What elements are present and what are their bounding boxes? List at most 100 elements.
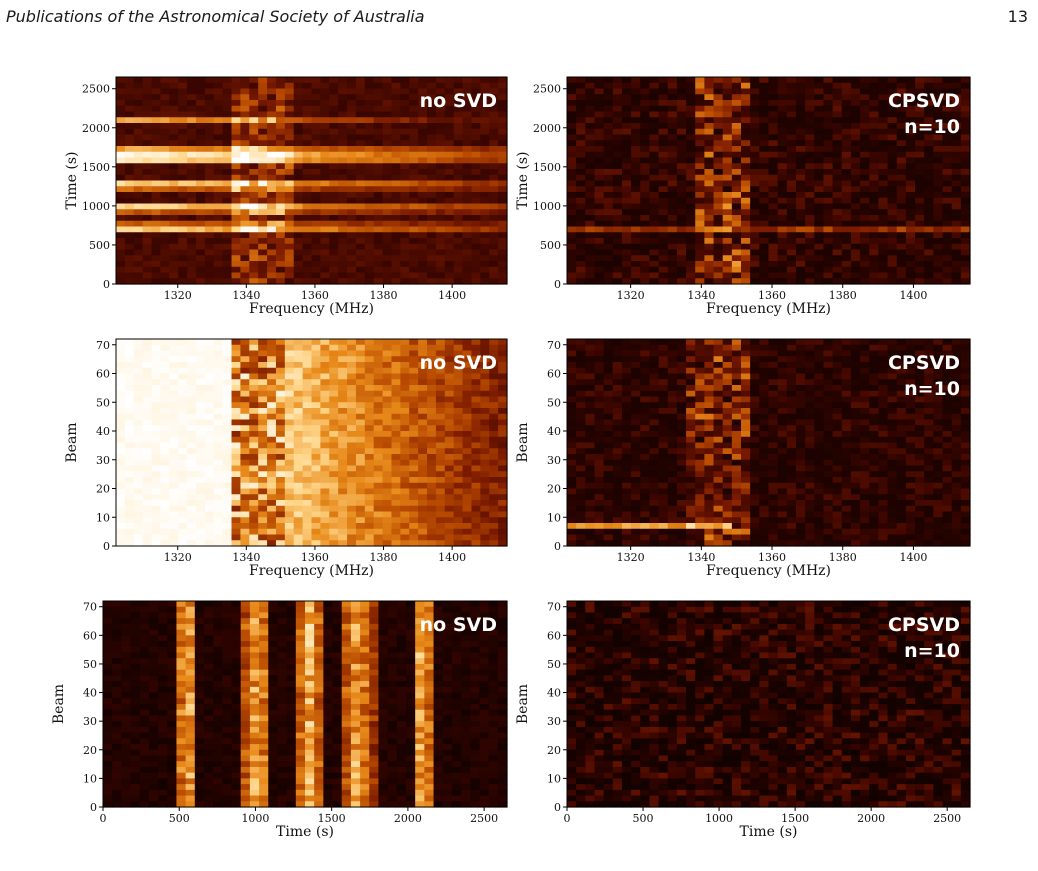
x-axis-label: Frequency (MHz): [706, 301, 831, 317]
heatmap-cell: [567, 488, 577, 495]
heatmap-cell: [311, 425, 321, 432]
heatmap-cell: [142, 494, 153, 501]
heatmap-cell: [400, 186, 410, 193]
heatmap-cell: [116, 471, 126, 478]
heatmap-cell: [841, 180, 852, 187]
heatmap-cell: [731, 203, 742, 210]
heatmap-cell: [124, 123, 135, 130]
heatmap-cell: [924, 238, 934, 245]
heatmap-cell: [169, 272, 179, 279]
heatmap-cell: [594, 266, 605, 274]
heatmap-cell: [169, 523, 179, 530]
heatmap-cell: [267, 385, 277, 392]
heatmap-cell: [924, 140, 934, 147]
heatmap-cell: [768, 140, 779, 147]
heatmap-cell: [567, 500, 577, 507]
heatmap-cell: [382, 105, 393, 113]
heatmap-cell: [116, 408, 126, 415]
heatmap-cell: [480, 339, 490, 346]
heatmap-cell: [329, 482, 339, 490]
heatmap-cell: [195, 123, 206, 130]
heatmap-cell: [347, 344, 357, 352]
heatmap-cell: [355, 402, 366, 409]
heatmap-cell: [400, 174, 410, 182]
heatmap-cell: [444, 523, 455, 530]
heatmap-cell: [187, 477, 197, 484]
heatmap-cell: [347, 448, 357, 455]
heatmap-cell: [267, 255, 277, 262]
heatmap-cell: [302, 157, 313, 164]
heatmap-cell: [621, 157, 632, 164]
heatmap-cell: [905, 77, 916, 84]
heatmap-cell: [240, 367, 250, 375]
heatmap-cell: [860, 88, 870, 95]
heatmap-cell: [382, 373, 393, 380]
heatmap-cell: [498, 243, 508, 251]
heatmap-cell: [960, 226, 971, 233]
heatmap-cell: [594, 163, 605, 170]
heatmap-cell: [786, 197, 797, 205]
heatmap-cell: [713, 140, 724, 147]
heatmap-cell: [444, 465, 455, 472]
heatmap-cell: [240, 232, 250, 239]
heatmap-cell: [603, 105, 614, 113]
heatmap-cell: [195, 261, 206, 268]
heatmap-cell: [860, 220, 870, 228]
heatmap-cell: [471, 540, 481, 547]
heatmap-cell: [355, 180, 366, 187]
heatmap-cell: [373, 209, 384, 216]
heatmap-cell: [240, 169, 250, 176]
heatmap-cell: [676, 186, 687, 193]
heatmap-cell: [391, 465, 401, 472]
heatmap-cell: [621, 105, 632, 113]
heatmap-cell: [686, 197, 696, 205]
heatmap-cell: [124, 505, 135, 513]
heatmap-cell: [942, 111, 953, 118]
heatmap-cell: [133, 373, 144, 380]
heatmap-cell: [658, 157, 669, 164]
heatmap-cell: [786, 180, 797, 187]
heatmap-cell: [258, 482, 268, 490]
heatmap-cell: [695, 186, 705, 193]
heatmap-cell: [489, 528, 499, 536]
heatmap-cell: [444, 266, 455, 274]
heatmap-cell: [704, 215, 715, 222]
heatmap-cell: [169, 278, 179, 285]
heatmap-cell: [258, 528, 268, 536]
heatmap-cell: [841, 220, 852, 228]
heatmap-cell: [133, 169, 144, 176]
heatmap-cell: [585, 528, 596, 536]
heatmap-cell: [480, 454, 490, 461]
x-axis-label: Frequency (MHz): [249, 301, 374, 317]
heatmap-cell: [178, 128, 188, 136]
heatmap-cell: [640, 174, 651, 182]
heatmap-cell: [741, 249, 751, 256]
heatmap-cell: [142, 266, 153, 274]
heatmap-cell: [462, 425, 473, 432]
heatmap-cell: [382, 471, 393, 478]
heatmap-cell: [427, 197, 437, 205]
heatmap-cell: [480, 123, 490, 130]
heatmap-cell: [275, 77, 286, 84]
heatmap-cell: [347, 203, 357, 210]
heatmap-cell: [805, 261, 815, 268]
heatmap-cell: [338, 367, 348, 375]
heatmap-cell: [805, 232, 815, 239]
heatmap-cell: [841, 151, 852, 159]
heatmap-cell: [284, 344, 295, 352]
heatmap-cell: [576, 408, 586, 415]
heatmap-cell: [489, 385, 499, 392]
heatmap-cell: [240, 488, 250, 495]
heatmap-cell: [169, 238, 179, 245]
heatmap-cell: [284, 203, 295, 210]
heatmap-cell: [124, 436, 135, 444]
heatmap-cell: [933, 266, 944, 274]
heatmap-cell: [116, 232, 126, 239]
heatmap-cell: [795, 140, 806, 147]
heatmap-cell: [195, 500, 206, 507]
heatmap-cell: [823, 215, 834, 222]
heatmap-cell: [741, 163, 751, 170]
heatmap-cell: [777, 174, 788, 182]
heatmap-cell: [594, 203, 605, 210]
heatmap-cell: [444, 82, 455, 90]
